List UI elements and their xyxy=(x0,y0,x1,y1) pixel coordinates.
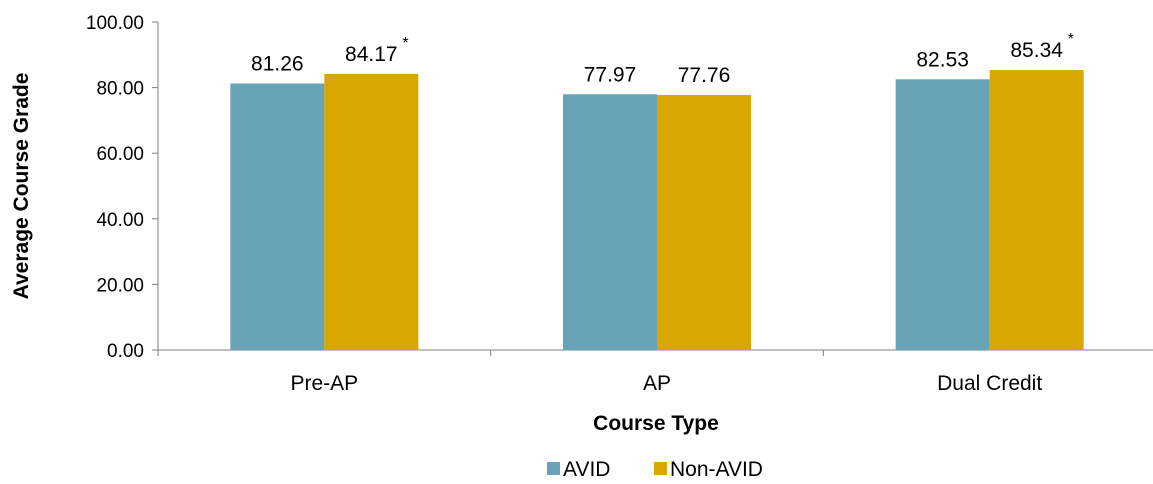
legend-swatch xyxy=(654,462,667,475)
y-tick-label: 80.00 xyxy=(96,79,144,100)
data-label: 82.53 xyxy=(916,48,969,71)
x-tick-label: Dual Credit xyxy=(937,372,1042,395)
bar xyxy=(657,94,751,350)
data-label: 77.76 xyxy=(678,64,731,87)
y-axis-title: Average Course Grade xyxy=(10,73,33,300)
legend-label: Non-AVID xyxy=(670,458,763,481)
y-tick-label: 40.00 xyxy=(96,210,144,231)
y-tick-label: 60.00 xyxy=(96,144,144,165)
legend-swatch xyxy=(547,462,560,475)
data-label: 85.34 xyxy=(1010,39,1063,62)
x-tick-label: AP xyxy=(643,372,671,395)
x-axis-title: Course Type xyxy=(593,412,719,435)
y-tick-label: 20.00 xyxy=(96,275,144,296)
x-tick-label: Pre-AP xyxy=(290,372,358,395)
data-label: 81.26 xyxy=(251,52,304,75)
y-tick-label: 100.00 xyxy=(86,13,144,34)
data-label: 77.97 xyxy=(584,63,637,86)
legend: AVID Non-AVID xyxy=(547,458,763,481)
significance-mark: * xyxy=(1068,31,1074,48)
significance-mark: * xyxy=(402,35,408,52)
y-axis: 0.00 20.00 40.00 60.00 80.00 100.00 xyxy=(86,13,159,362)
x-axis: Pre-AP AP Dual Credit xyxy=(157,349,1153,395)
legend-label: AVID xyxy=(563,458,610,481)
bar xyxy=(895,79,990,350)
bar xyxy=(230,83,325,351)
bar xyxy=(563,94,657,351)
bar xyxy=(989,70,1084,350)
y-tick-label: 0.00 xyxy=(107,341,144,362)
bar xyxy=(324,73,419,351)
data-label: 84.17 xyxy=(345,43,398,66)
